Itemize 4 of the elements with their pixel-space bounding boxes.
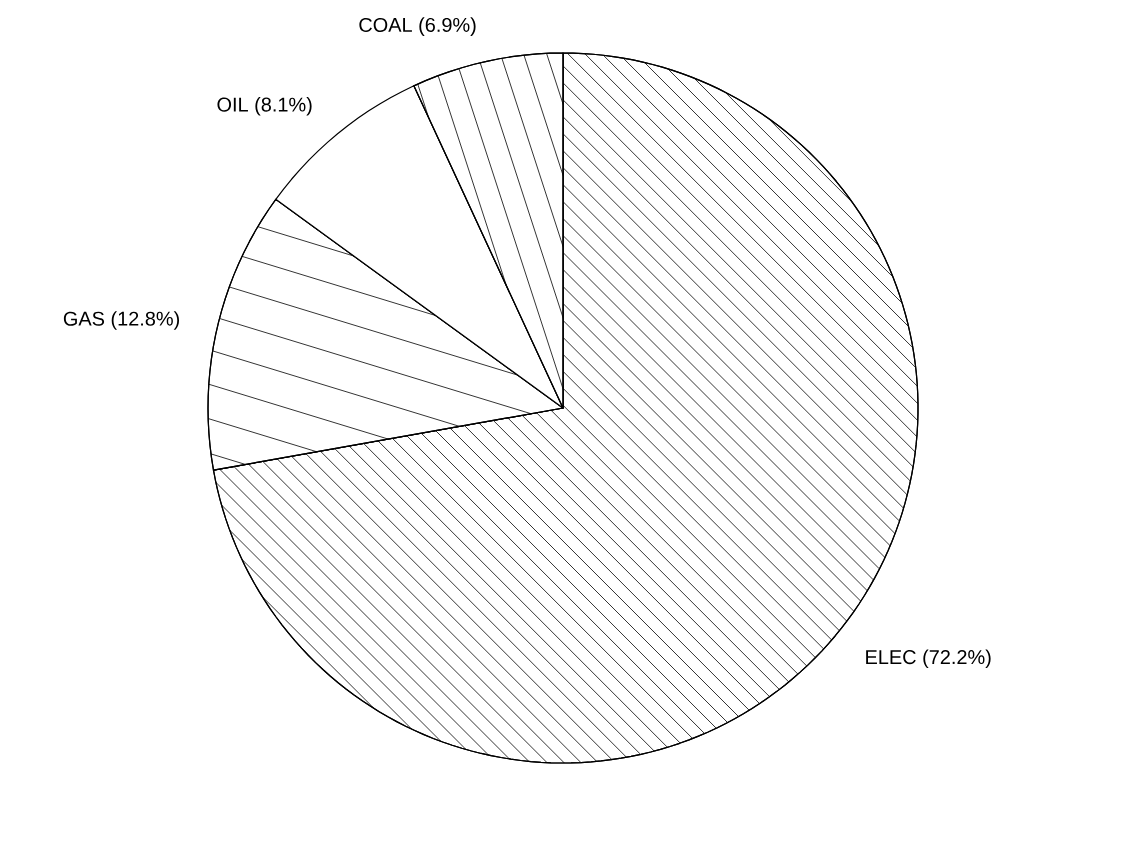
slice-label: COAL (6.9%) [359, 17, 476, 36]
slice-label: GAS (12.8%) [63, 311, 180, 330]
slice-label: OIL (8.1%) [217, 97, 312, 116]
slice-label: ELEC (72.2%) [866, 649, 991, 669]
